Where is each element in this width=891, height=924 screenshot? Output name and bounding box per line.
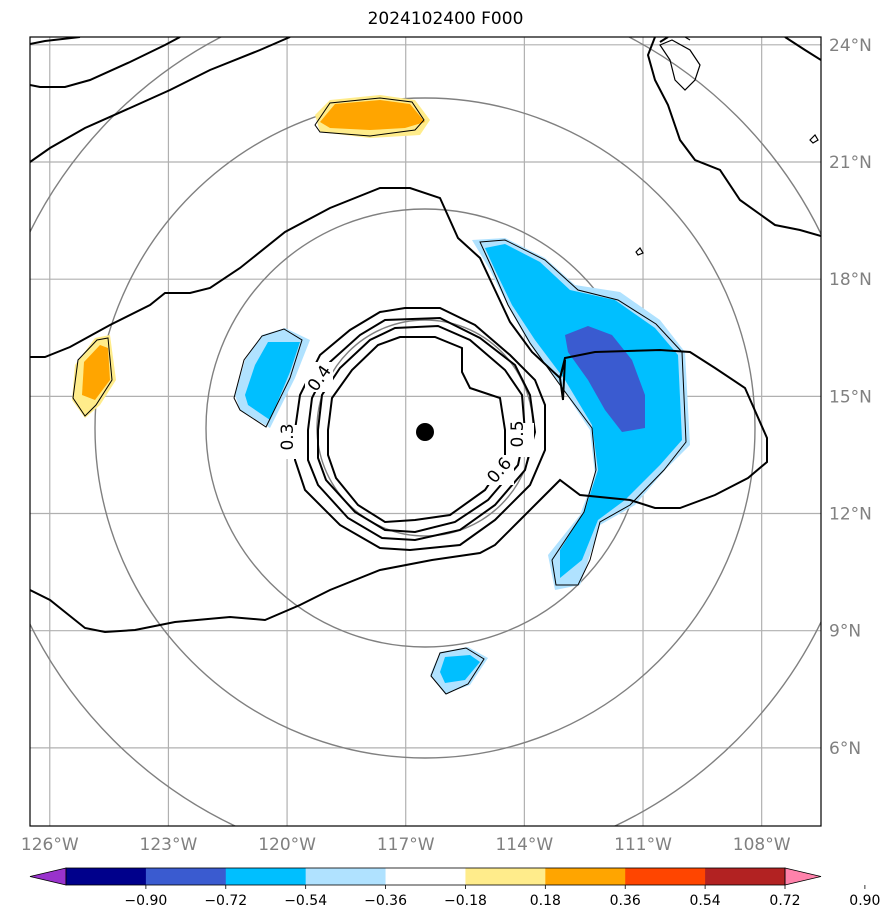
latitude-label: 15°N (829, 387, 872, 407)
negative-anomaly (485, 244, 682, 578)
colorbar-label: −0.36 (364, 893, 407, 909)
colorbar-segment (625, 868, 706, 885)
storm-center-marker (416, 423, 434, 441)
longitude-label: 117°W (377, 835, 435, 855)
colorbar-label: 0.54 (690, 893, 721, 909)
island-outline (659, 39, 701, 91)
contour-lines (30, 37, 821, 634)
label-bg (484, 455, 514, 485)
island-outline (635, 247, 644, 256)
label-bg (305, 362, 333, 392)
field-outline (314, 97, 425, 137)
longitude-label: 114°W (495, 835, 553, 855)
latitude-label: 24°N (829, 36, 872, 56)
colorbar-segment (465, 868, 546, 885)
contour-line (307, 316, 537, 542)
contour-line (558, 359, 566, 401)
positive-anomaly (82, 345, 110, 400)
latitude-label: 6°N (829, 739, 861, 759)
colorbar-segment (545, 868, 626, 885)
label-bg (282, 425, 302, 459)
colorbar-segment (225, 868, 307, 885)
contour-line (30, 37, 291, 163)
positive-anomaly (320, 100, 425, 130)
range-ring (94, 97, 756, 759)
colorbar-extend-high (784, 867, 822, 886)
field-outline (233, 328, 303, 428)
contour-line (646, 37, 821, 237)
colorbar-label: −0.72 (204, 893, 247, 909)
contour-line (327, 336, 506, 524)
colorbar-label: −0.90 (124, 893, 167, 909)
colorbar-label: 0.18 (530, 893, 561, 909)
contour-label: 0.3 (278, 423, 298, 450)
latitude-label: 21°N (829, 153, 872, 173)
latitude-label: 18°N (829, 270, 872, 290)
colorbar-label: 0.36 (610, 893, 641, 909)
longitude-label: 111°W (614, 835, 672, 855)
field-outline (72, 337, 113, 417)
latitude-label: 9°N (829, 622, 861, 642)
colorbar-label: 0.90 (849, 893, 880, 909)
colorbar-label: −0.54 (284, 893, 327, 909)
contour-line (30, 187, 768, 634)
colorbar-segment (66, 868, 147, 885)
colorbar-segment (705, 868, 786, 885)
strong-negative-anomaly (565, 326, 645, 432)
negative-anomaly (245, 342, 300, 420)
longitude-label: 120°W (258, 835, 316, 855)
latitude-label: 12°N (829, 505, 872, 525)
negative-anomaly (440, 655, 480, 683)
label-bg (512, 423, 534, 457)
colorbar-segment (145, 868, 227, 885)
longitude-label: 123°W (140, 835, 198, 855)
colorbar-segment (305, 868, 387, 885)
colorbar-label: −0.18 (444, 893, 487, 909)
latitude-labels: 6°N 9°N 12°N 15°N 18°N 21°N 24°N (829, 36, 872, 759)
contour-line (30, 37, 181, 88)
field-outline (479, 239, 687, 586)
colorbar-frame (65, 867, 786, 886)
longitude-label: 108°W (733, 835, 791, 855)
longitude-label: 126°W (21, 835, 79, 855)
contour-label: 0.5 (508, 420, 528, 447)
contour-line (294, 307, 546, 552)
field-outline (430, 647, 485, 695)
colorbar: −0.90 −0.72 −0.54 −0.36 −0.18 0.18 0.36 0.54 0.7… (29, 867, 880, 909)
contour-line (784, 37, 821, 61)
colorbar-label: 0.72 (769, 893, 800, 909)
colorbar-extend-low (29, 867, 67, 886)
map-title: 2024102400 F000 (367, 9, 524, 29)
longitude-labels: 126°W 123°W 120°W 117°W 114°W 111°W 108°W (21, 835, 791, 855)
map-frame (29, 36, 822, 827)
contour-line (30, 37, 81, 45)
island-outline (809, 134, 819, 144)
colorbar-segment (385, 868, 466, 885)
contour-line (659, 37, 669, 43)
